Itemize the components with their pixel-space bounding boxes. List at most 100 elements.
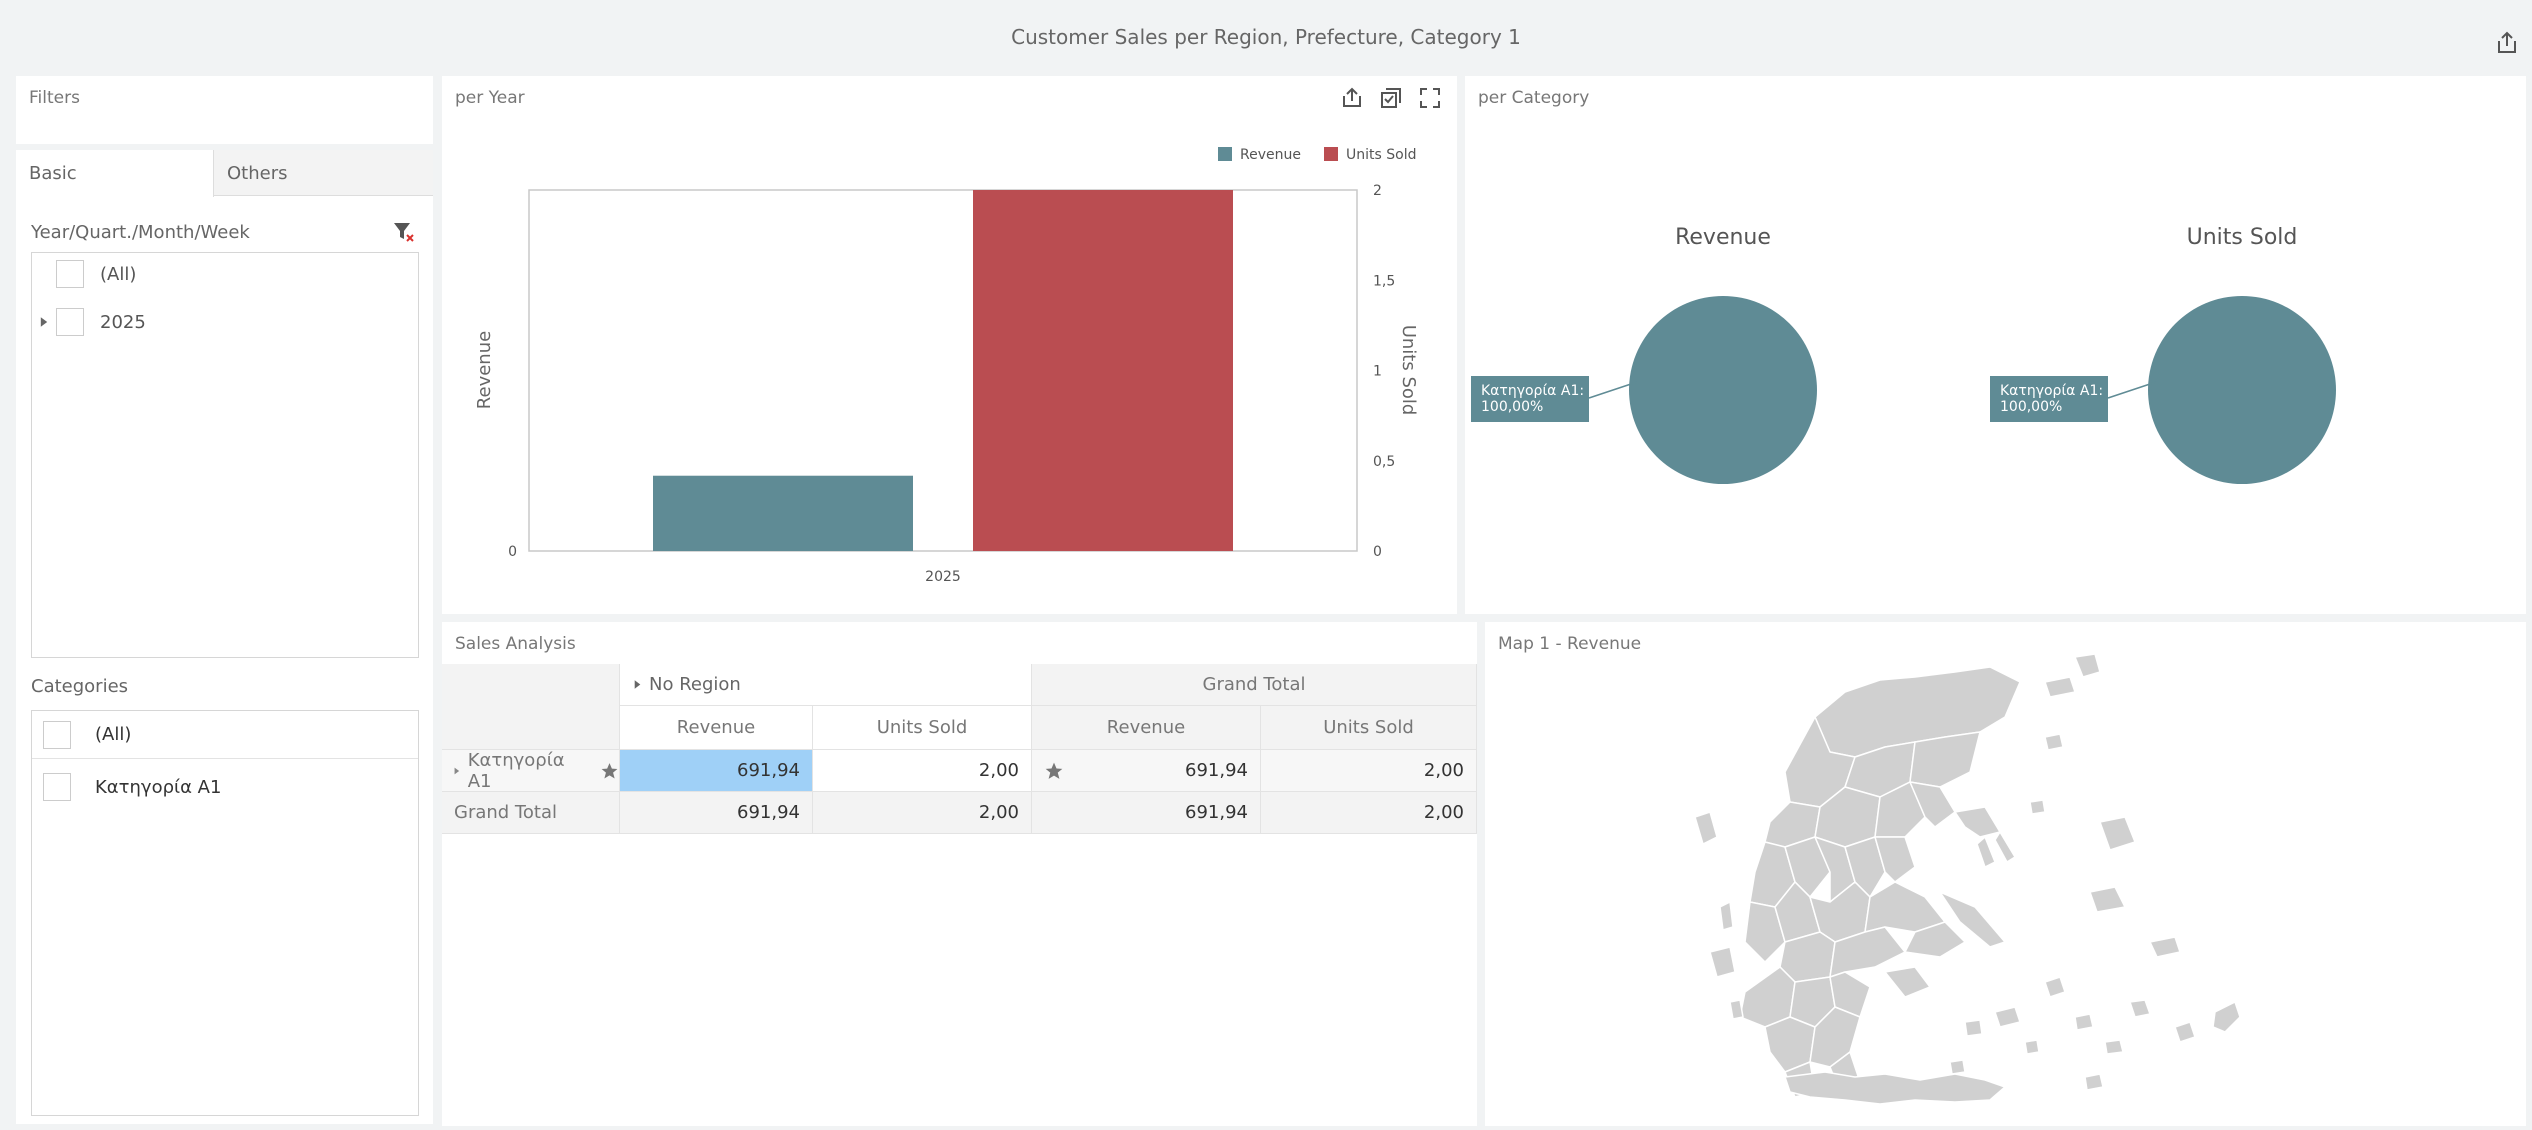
pie-label-box [1990, 376, 2108, 422]
x-tick-label: 2025 [925, 569, 961, 585]
pie-label-connector [1588, 381, 1638, 399]
map-region [2074, 653, 2101, 678]
pivot-cell-value: 2,00 [1423, 802, 1464, 823]
export-icon[interactable] [2494, 30, 2520, 56]
plot-area [528, 189, 1358, 552]
dashboard-title-bar: Customer Sales per Region, Prefecture, C… [0, 0, 2532, 74]
map-region [2044, 976, 2066, 998]
sales-analysis-panel: Sales Analysis No Region Grand Total Rev… [442, 622, 1477, 1126]
pivot-measure-label: Revenue [676, 717, 756, 738]
pivot-measure-label: Revenue [1106, 717, 1186, 738]
dashboard-title: Customer Sales per Region, Prefecture, C… [1011, 25, 1521, 49]
pivot-measure-header: Units Sold [813, 706, 1032, 750]
map-region [2044, 733, 2064, 751]
checkbox-category-all[interactable] [43, 720, 71, 749]
y2-tick-label: 2 [1373, 183, 1382, 199]
y2-tick-label: 1 [1373, 364, 1382, 380]
legend-swatch [1324, 147, 1338, 161]
y2-tick-label: 0,5 [1373, 454, 1395, 470]
checkbox-all[interactable] [56, 260, 84, 288]
legend-swatch [1218, 147, 1232, 161]
y2-axis-title: Units Sold [1398, 325, 1419, 416]
pivot-cell[interactable]: 2,00 [1261, 792, 1477, 834]
map-region [1784, 836, 1831, 898]
pie-slice[interactable] [2148, 296, 2336, 484]
tree-item-2025[interactable]: 2025 [40, 307, 146, 337]
clear-filter-icon[interactable] [392, 220, 416, 244]
map-region [1964, 1019, 1983, 1037]
map-region [2074, 1013, 2094, 1031]
pivot-col-group-no-region[interactable]: No Region [620, 664, 1032, 706]
pivot-cell[interactable]: 691,94 [620, 792, 813, 834]
checkbox-2025[interactable] [56, 308, 84, 336]
categories-list: (All) Κατηγορία A1 [31, 710, 419, 1116]
map-region [1904, 921, 1966, 958]
pivot-measure-header: Revenue [1032, 706, 1261, 750]
map-region [1829, 971, 1871, 1018]
pivot-cell-value: 2,00 [978, 760, 1019, 781]
map-caption: Map 1 - Revenue [1498, 634, 1642, 654]
map-region [1976, 836, 1996, 868]
pie-label-text: Κατηγορία A1: [2000, 383, 2103, 399]
map-region [2104, 1039, 2124, 1055]
pivot-cell[interactable]: 2,00 [813, 750, 1032, 792]
filters-panel: Filters [16, 76, 433, 144]
map-region [1884, 966, 1931, 998]
star-icon[interactable] [600, 761, 619, 781]
fullscreen-icon[interactable] [1418, 86, 1442, 110]
map-region [2129, 999, 2151, 1018]
tab-basic-label: Basic [29, 163, 77, 184]
greece-choropleth-map[interactable] [1485, 622, 2526, 1126]
pivot-cell[interactable]: 2,00 [813, 792, 1032, 834]
map-panel: Map 1 - Revenue [1485, 622, 2526, 1126]
tree-item-all[interactable]: (All) [56, 259, 136, 289]
map-region [1709, 946, 1736, 978]
pivot-cell-value: 691,94 [1185, 760, 1248, 781]
pie-title: Units Sold [2187, 225, 2298, 250]
pivot-cell[interactable]: 691,94 [620, 750, 813, 792]
category-item-a1[interactable]: Κατηγορία A1 [32, 763, 418, 811]
pivot-cell[interactable]: 691,94 [1032, 792, 1261, 834]
tab-basic[interactable]: Basic [16, 150, 214, 197]
pivot-cell-value: 2,00 [978, 802, 1019, 823]
map-region [2044, 676, 2076, 698]
per-year-caption: per Year [455, 88, 525, 108]
tab-others[interactable]: Others [214, 150, 433, 196]
pivot-row-header-a1[interactable]: Κατηγορία A1 [442, 750, 620, 792]
pivot-cell[interactable]: 2,00 [1261, 750, 1477, 792]
pie-label-text: Κατηγορία A1: [1481, 383, 1584, 399]
pivot-row-header-a1-label: Κατηγορία A1 [467, 749, 565, 792]
map-region [1874, 836, 1916, 883]
chart-export-icon[interactable] [1340, 86, 1364, 110]
pie-label-percent: 100,00% [2000, 399, 2062, 415]
map-region [1939, 891, 2006, 948]
expand-arrow-icon[interactable] [634, 679, 641, 690]
pie-label-connector [2107, 381, 2157, 399]
category-item-all-label: (All) [95, 724, 132, 745]
bar-units-sold-2025[interactable] [973, 190, 1233, 551]
category-item-all[interactable]: (All) [32, 711, 418, 759]
legend-label: Units Sold [1346, 147, 1416, 163]
pivot-row-header-grand-total-label: Grand Total [454, 802, 557, 823]
pivot-cell-value: 691,94 [737, 760, 800, 781]
multi-select-icon[interactable] [1379, 86, 1403, 110]
y2-tick-label: 0 [1373, 544, 1382, 560]
pivot-col-group-grand-total: Grand Total [1032, 664, 1477, 706]
expand-arrow-icon[interactable] [454, 766, 460, 776]
sales-analysis-caption: Sales Analysis [455, 634, 576, 654]
map-region [2212, 1001, 2241, 1033]
pie-label-box [1471, 376, 1589, 422]
map-region [1994, 831, 2016, 863]
pivot-cell[interactable]: 691,94 [1032, 750, 1261, 792]
pie-slice[interactable] [1629, 296, 1817, 484]
star-icon[interactable] [1044, 761, 1064, 781]
tree-item-all-label: (All) [100, 263, 137, 285]
expand-arrow-icon[interactable] [40, 316, 48, 328]
checkbox-category-a1[interactable] [43, 773, 71, 801]
bar-revenue-2025[interactable] [653, 475, 913, 551]
pivot-cell-value: 691,94 [737, 802, 800, 823]
per-year-panel: per Year Revenue Units Sold 0 0,5 1 1,5 2 0 Reve… [442, 76, 1457, 614]
pivot-measure-header: Revenue [620, 706, 813, 750]
y-tick-label: 0 [508, 544, 517, 560]
category-item-a1-label: Κατηγορία A1 [95, 776, 222, 798]
